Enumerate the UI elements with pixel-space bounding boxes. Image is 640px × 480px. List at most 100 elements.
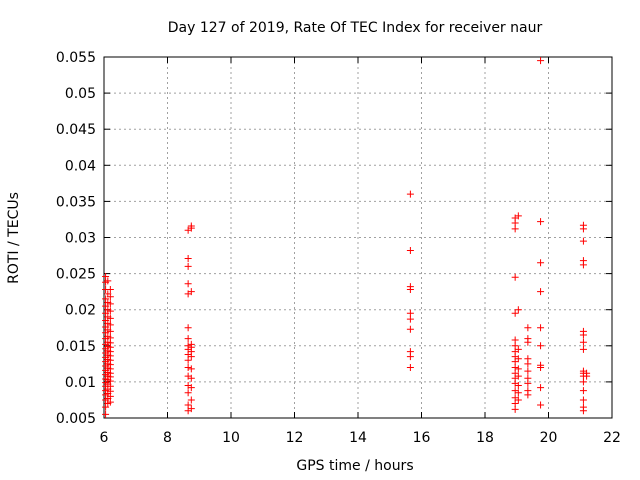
data-point: [537, 361, 545, 369]
data-point: [406, 363, 414, 371]
y-tick-label: 0.03: [65, 231, 96, 247]
data-point: [579, 338, 587, 346]
grid-lines: [104, 57, 612, 418]
data-point: [524, 374, 532, 382]
data-point: [102, 295, 110, 303]
data-point: [579, 237, 587, 245]
x-tick-label: 10: [222, 430, 240, 446]
x-tick-label: 18: [476, 430, 494, 446]
data-point: [406, 283, 414, 291]
data-point: [187, 365, 195, 373]
data-point: [184, 262, 192, 270]
data-point: [184, 389, 192, 397]
data-point: [537, 324, 545, 332]
data-point: [579, 403, 587, 411]
data-point: [106, 314, 114, 322]
data-point: [537, 288, 545, 296]
data-point: [524, 387, 532, 395]
data-point: [187, 396, 195, 404]
x-tick-label: 22: [603, 430, 621, 446]
data-point: [406, 348, 414, 356]
data-point: [524, 367, 532, 375]
data-point: [579, 396, 587, 404]
data-point: [102, 410, 110, 418]
data-point: [514, 345, 522, 353]
y-tick-label: 0.035: [56, 194, 96, 210]
data-point: [106, 285, 114, 293]
y-tick-label: 0.01: [65, 375, 96, 391]
data-point: [106, 293, 114, 301]
data-point: [187, 405, 195, 413]
data-point: [579, 345, 587, 353]
data-point: [187, 384, 195, 392]
data-point: [537, 218, 545, 226]
x-tick-label: 14: [349, 430, 367, 446]
data-point: [511, 273, 519, 281]
data-point: [514, 372, 522, 380]
data-point: [579, 221, 587, 229]
x-tick-label: 6: [100, 430, 109, 446]
data-point: [102, 302, 110, 310]
data-point: [106, 327, 114, 335]
data-point: [524, 324, 532, 332]
data-point: [514, 396, 522, 404]
data-point: [184, 342, 192, 350]
data-point: [106, 321, 114, 329]
data-point: [184, 401, 192, 409]
x-tick-label: 20: [540, 430, 558, 446]
data-point: [537, 401, 545, 409]
data-point: [106, 307, 114, 315]
data-point: [514, 306, 522, 314]
data-point: [579, 387, 587, 395]
data-point: [184, 254, 192, 262]
y-tick-label: 0.02: [65, 303, 96, 319]
y-tick-label: 0.005: [56, 411, 96, 427]
data-point: [524, 335, 532, 343]
data-point: [102, 309, 110, 317]
data-point: [537, 342, 545, 350]
data-point: [406, 325, 414, 333]
data-point: [537, 57, 545, 65]
data-point: [514, 212, 522, 220]
data-points: [102, 57, 591, 418]
x-tick-label: 12: [286, 430, 304, 446]
data-point: [106, 334, 114, 342]
y-tick-label: 0.045: [56, 122, 96, 138]
data-point: [524, 355, 532, 363]
data-point: [579, 257, 587, 265]
data-point: [511, 336, 519, 344]
data-point: [514, 389, 522, 397]
data-point: [514, 355, 522, 363]
data-point: [514, 365, 522, 373]
y-tick-label: 0.015: [56, 339, 96, 355]
data-point: [583, 369, 591, 377]
data-point: [537, 384, 545, 392]
data-point: [514, 382, 522, 390]
data-point: [184, 324, 192, 332]
data-point: [102, 272, 110, 280]
data-point: [406, 190, 414, 198]
x-axis-title: GPS time / hours: [296, 458, 413, 474]
data-point: [104, 277, 112, 285]
chart-title: Day 127 of 2019, Rate Of TEC Index for r…: [168, 20, 543, 36]
data-point: [406, 309, 414, 317]
data-point: [187, 374, 195, 382]
axis-ticks: 6 8 10 12 14 16 18 20 22 0.005 0.01 0.015 0.02 0.025 0…: [56, 50, 621, 446]
data-point: [187, 222, 195, 230]
data-point: [187, 340, 195, 348]
y-tick-label: 0.04: [65, 158, 96, 174]
data-point: [511, 309, 519, 317]
x-tick-label: 8: [163, 430, 172, 446]
data-point: [406, 246, 414, 254]
y-tick-label: 0.025: [56, 267, 96, 283]
y-tick-label: 0.05: [65, 86, 96, 102]
y-axis-title: ROTI / TECUs: [6, 192, 22, 284]
data-point: [106, 300, 114, 308]
data-point: [184, 280, 192, 288]
data-point: [184, 335, 192, 343]
data-point: [102, 403, 110, 411]
data-point: [537, 259, 545, 267]
x-tick-label: 16: [413, 430, 431, 446]
